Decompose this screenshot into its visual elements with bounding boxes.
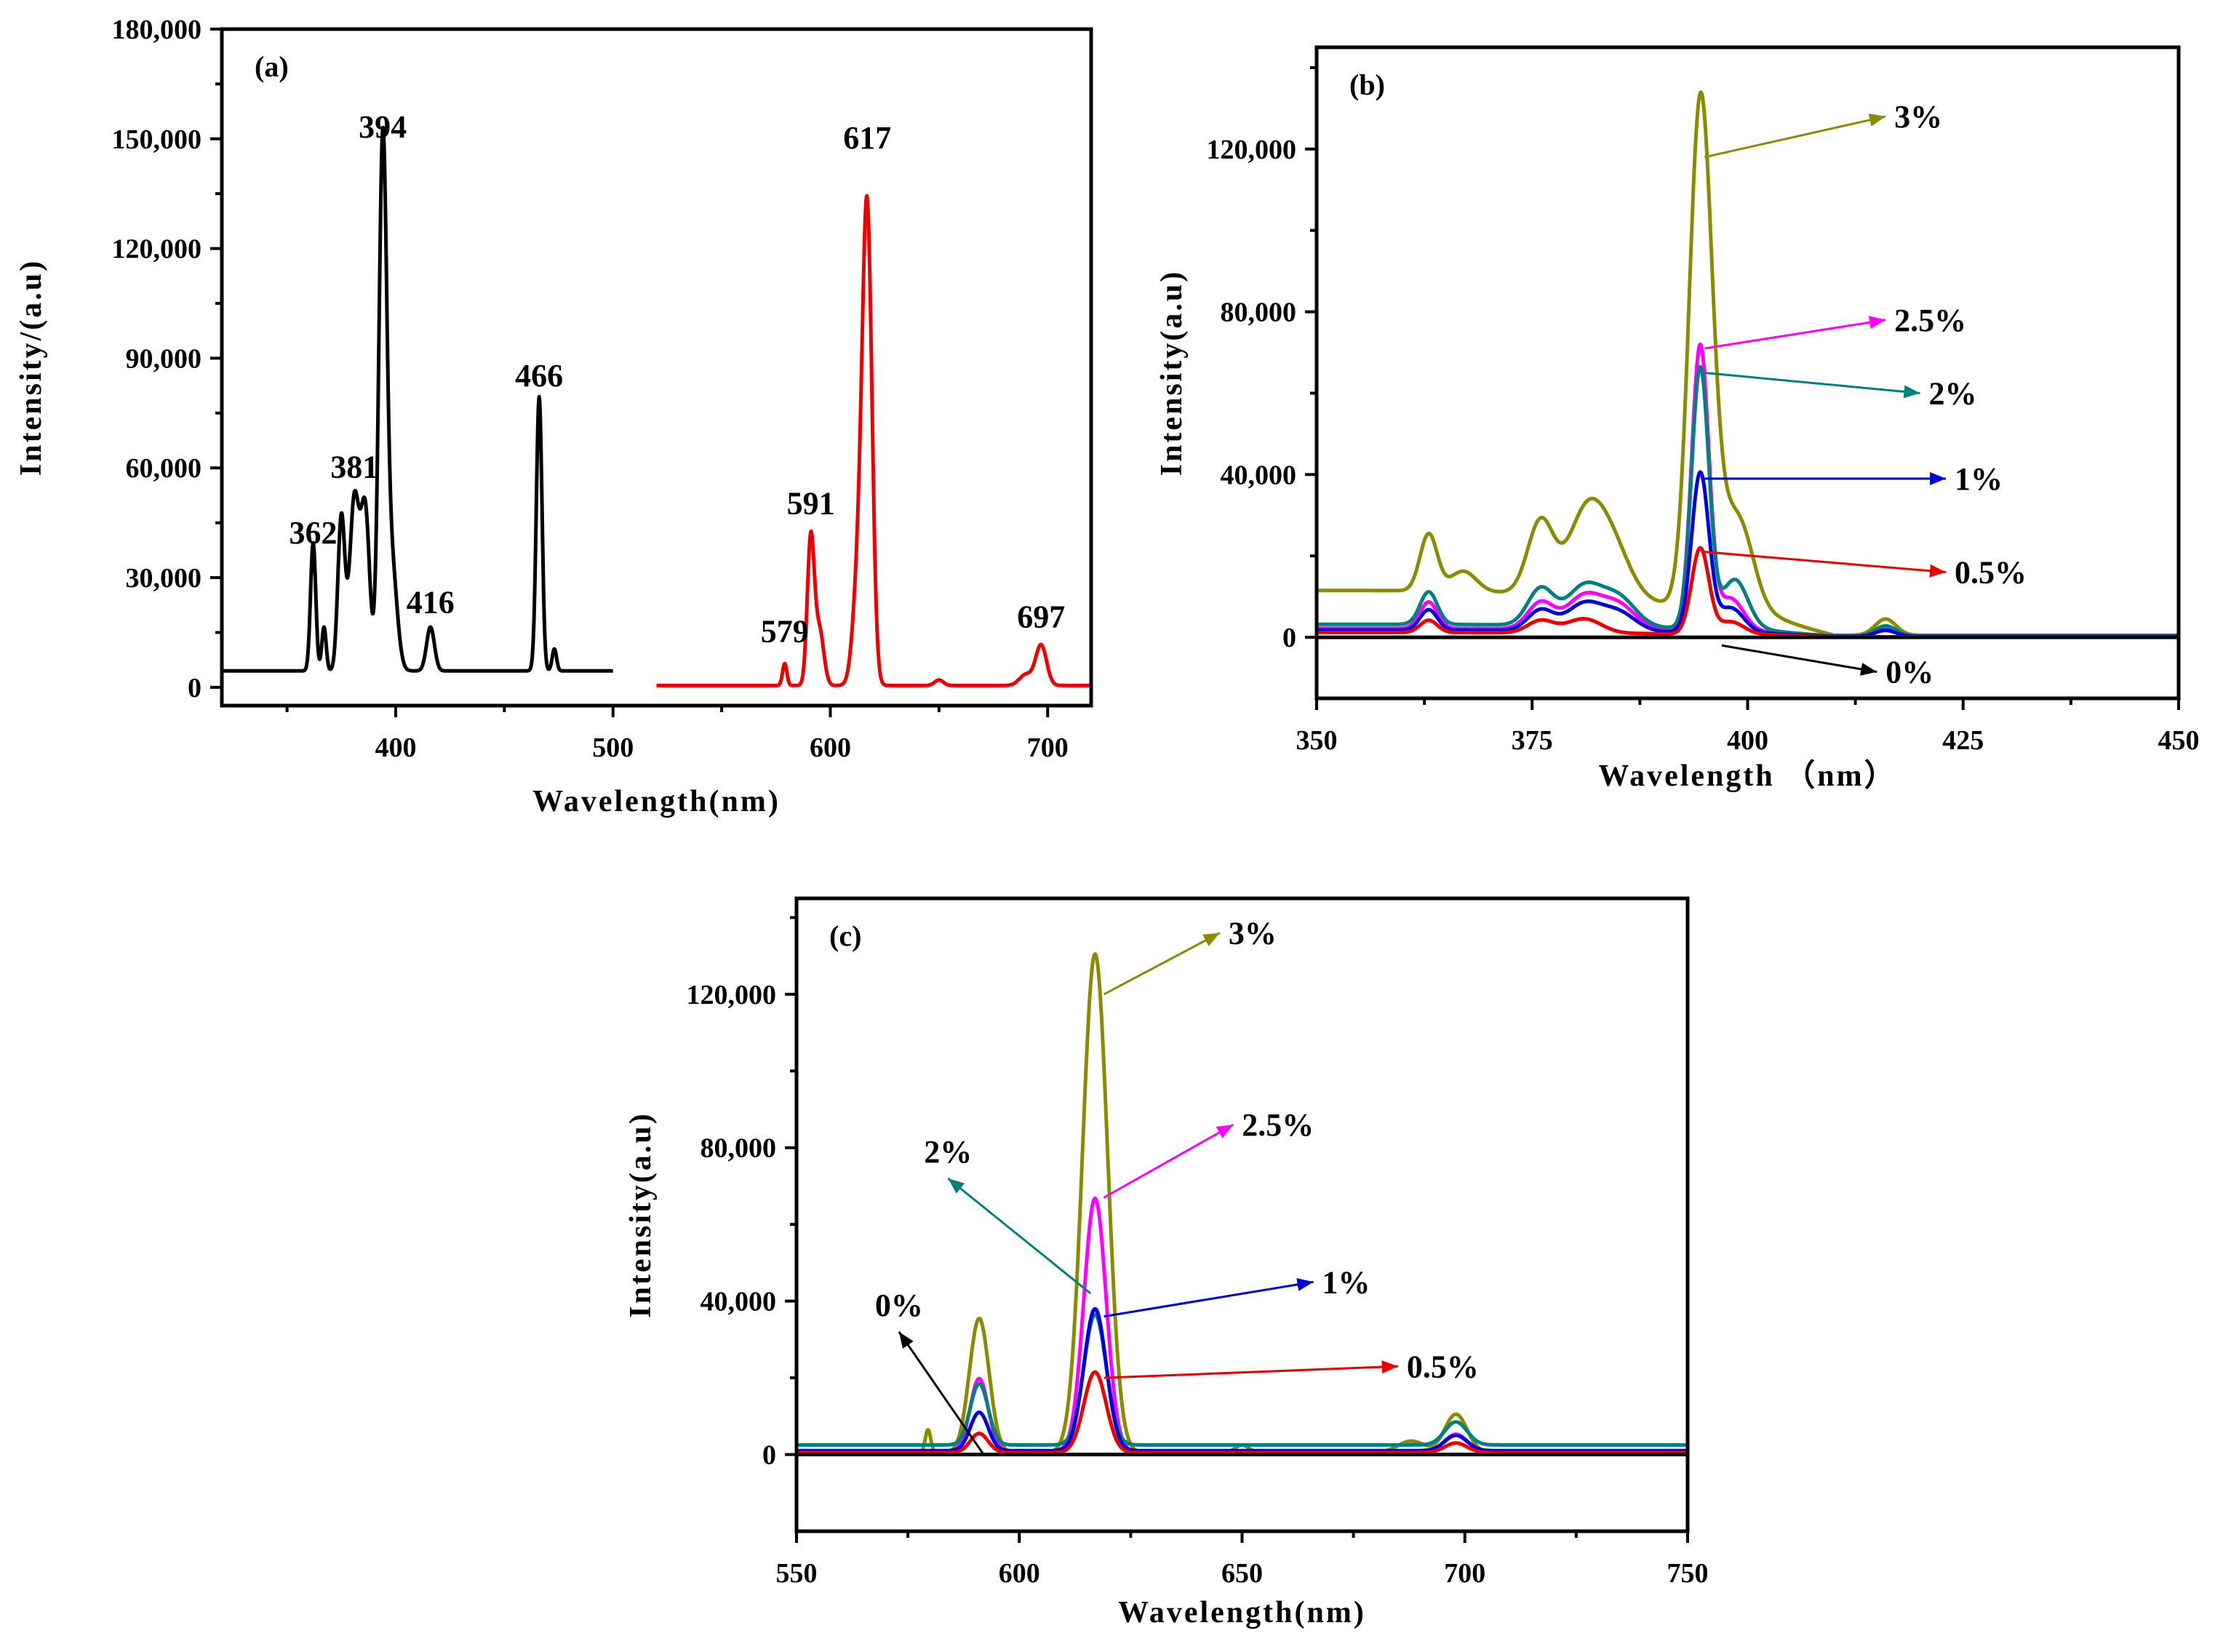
arrow-head: [1202, 933, 1220, 946]
label-arrow: [1704, 115, 1886, 159]
x-tick-label: 400: [1727, 725, 1768, 756]
concentration-label: 2%: [924, 1134, 972, 1170]
concentration-label: 0%: [1885, 655, 1933, 690]
y-tick-label: 120,000: [112, 234, 202, 265]
arrow-head: [1930, 471, 1947, 485]
arrow-head: [1296, 1277, 1314, 1291]
label-arrow: [1721, 644, 1877, 674]
label-arrow: [1103, 1123, 1234, 1199]
peak-label: 362: [289, 515, 337, 551]
series-line-2-: [795, 1312, 1689, 1447]
y-axis-label: Intensity(a.u): [624, 1112, 658, 1318]
y-tick-label: 80,000: [701, 1133, 777, 1164]
x-tick-label: 425: [1942, 725, 1984, 756]
arrow-head: [1216, 1125, 1234, 1138]
concentration-label: 2%: [1929, 375, 1977, 411]
y-tick-label: 0: [762, 1440, 776, 1471]
label-arrow: [1704, 372, 1920, 394]
x-tick-label: 750: [1667, 1558, 1709, 1589]
label-arrow: [1704, 319, 1886, 350]
concentration-label: 3%: [1229, 915, 1277, 951]
series-line-emission-spectrum: [655, 193, 1093, 687]
concentration-label: 1%: [1322, 1264, 1370, 1300]
peak-label: 381: [330, 449, 378, 484]
x-tick-label: 350: [1296, 725, 1338, 756]
concentration-label: 2.5%: [1894, 303, 1966, 338]
peak-label: 579: [761, 614, 809, 650]
concentration-label: 0%: [875, 1288, 923, 1323]
y-tick-label: 0: [188, 673, 201, 703]
arrow-head: [1929, 564, 1947, 578]
y-tick-label: 80,000: [1221, 298, 1297, 328]
peak-label: 591: [787, 486, 835, 522]
x-tick-label: 550: [776, 1558, 818, 1589]
arrow-head: [1860, 663, 1877, 676]
x-tick-label: 650: [1221, 1558, 1263, 1589]
concentration-label: 3%: [1894, 99, 1942, 135]
arrow-head: [1903, 385, 1920, 399]
arrow-head: [948, 1178, 965, 1194]
concentration-label: 1%: [1955, 461, 2003, 497]
y-axis-label: Intensity/(a.u): [15, 259, 48, 476]
x-axis-label: Wavelength(nm): [532, 785, 781, 818]
panel-label: (b): [1349, 68, 1385, 101]
peak-label: 617: [843, 120, 891, 156]
y-tick-label: 0: [1282, 623, 1296, 653]
panel-label: (a): [255, 50, 289, 83]
peak-label: 394: [359, 109, 407, 145]
x-axis-label: Wavelength(nm): [1118, 1596, 1366, 1629]
label-arrow: [1704, 551, 1947, 574]
y-tick-label: 60,000: [126, 453, 202, 484]
series-line-2-5-: [1315, 342, 2180, 638]
peak-label: 466: [515, 358, 563, 394]
arrow-head: [1868, 316, 1886, 330]
series-line-3-: [1315, 90, 2180, 637]
concentration-label: 2.5%: [1242, 1107, 1314, 1143]
chart-panel-b: 350 375 400 425 450 0 40,000 80,000 120,000 Wavel…: [1155, 45, 2200, 793]
y-tick-label: 90,000: [126, 343, 202, 374]
x-tick-label: 700: [1027, 733, 1069, 763]
label-arrow: [898, 1330, 985, 1456]
arrow-head: [898, 1331, 914, 1349]
y-tick-label: 180,000: [112, 15, 202, 45]
plot-frame: [220, 27, 1093, 708]
peak-label: 697: [1017, 599, 1065, 635]
x-tick-label: 700: [1444, 1558, 1485, 1589]
peak-label: 416: [407, 584, 455, 620]
label-arrow: [1103, 1365, 1398, 1379]
panel-label: (c): [829, 919, 861, 952]
chart-panel-c: 550 600 650 700 750 0 40,000 80,000 120,000 Wavel…: [624, 896, 1709, 1629]
series-line-2-: [1315, 364, 2180, 638]
chart-panel-a: 400 500 600 700 0 30,000 60,000 90,000 120,000 15…: [15, 15, 1093, 818]
concentration-label: 0.5%: [1955, 555, 2027, 591]
y-tick-label: 40,000: [701, 1287, 777, 1317]
series-line-1-: [1315, 470, 2180, 639]
y-tick-label: 120,000: [1207, 135, 1297, 165]
label-arrow: [1103, 932, 1221, 996]
series-line-2-5-: [795, 1196, 1688, 1453]
y-tick-label: 120,000: [687, 980, 777, 1010]
concentration-label: 0.5%: [1407, 1349, 1479, 1384]
x-tick-label: 600: [999, 1558, 1040, 1589]
label-arrow: [947, 1177, 1092, 1295]
label-arrow: [1103, 1280, 1314, 1318]
series-line-excitation-spectrum: [220, 125, 615, 673]
x-tick-label: 450: [2158, 725, 2200, 756]
series-line-1-: [795, 1306, 1688, 1453]
arrow-head: [1381, 1360, 1398, 1374]
arrow-head: [1868, 113, 1886, 127]
y-tick-label: 40,000: [1221, 460, 1297, 490]
y-axis-label: Intensity(a.u): [1155, 270, 1189, 476]
y-tick-label: 30,000: [126, 563, 202, 594]
x-tick-label: 500: [592, 733, 634, 763]
x-tick-label: 375: [1512, 725, 1553, 756]
x-axis-label: Wavelength （nm）: [1598, 759, 1896, 793]
y-tick-label: 150,000: [112, 124, 202, 155]
x-tick-label: 400: [375, 733, 417, 763]
series-line-0-5-: [795, 1370, 1688, 1455]
x-tick-label: 600: [810, 733, 851, 763]
